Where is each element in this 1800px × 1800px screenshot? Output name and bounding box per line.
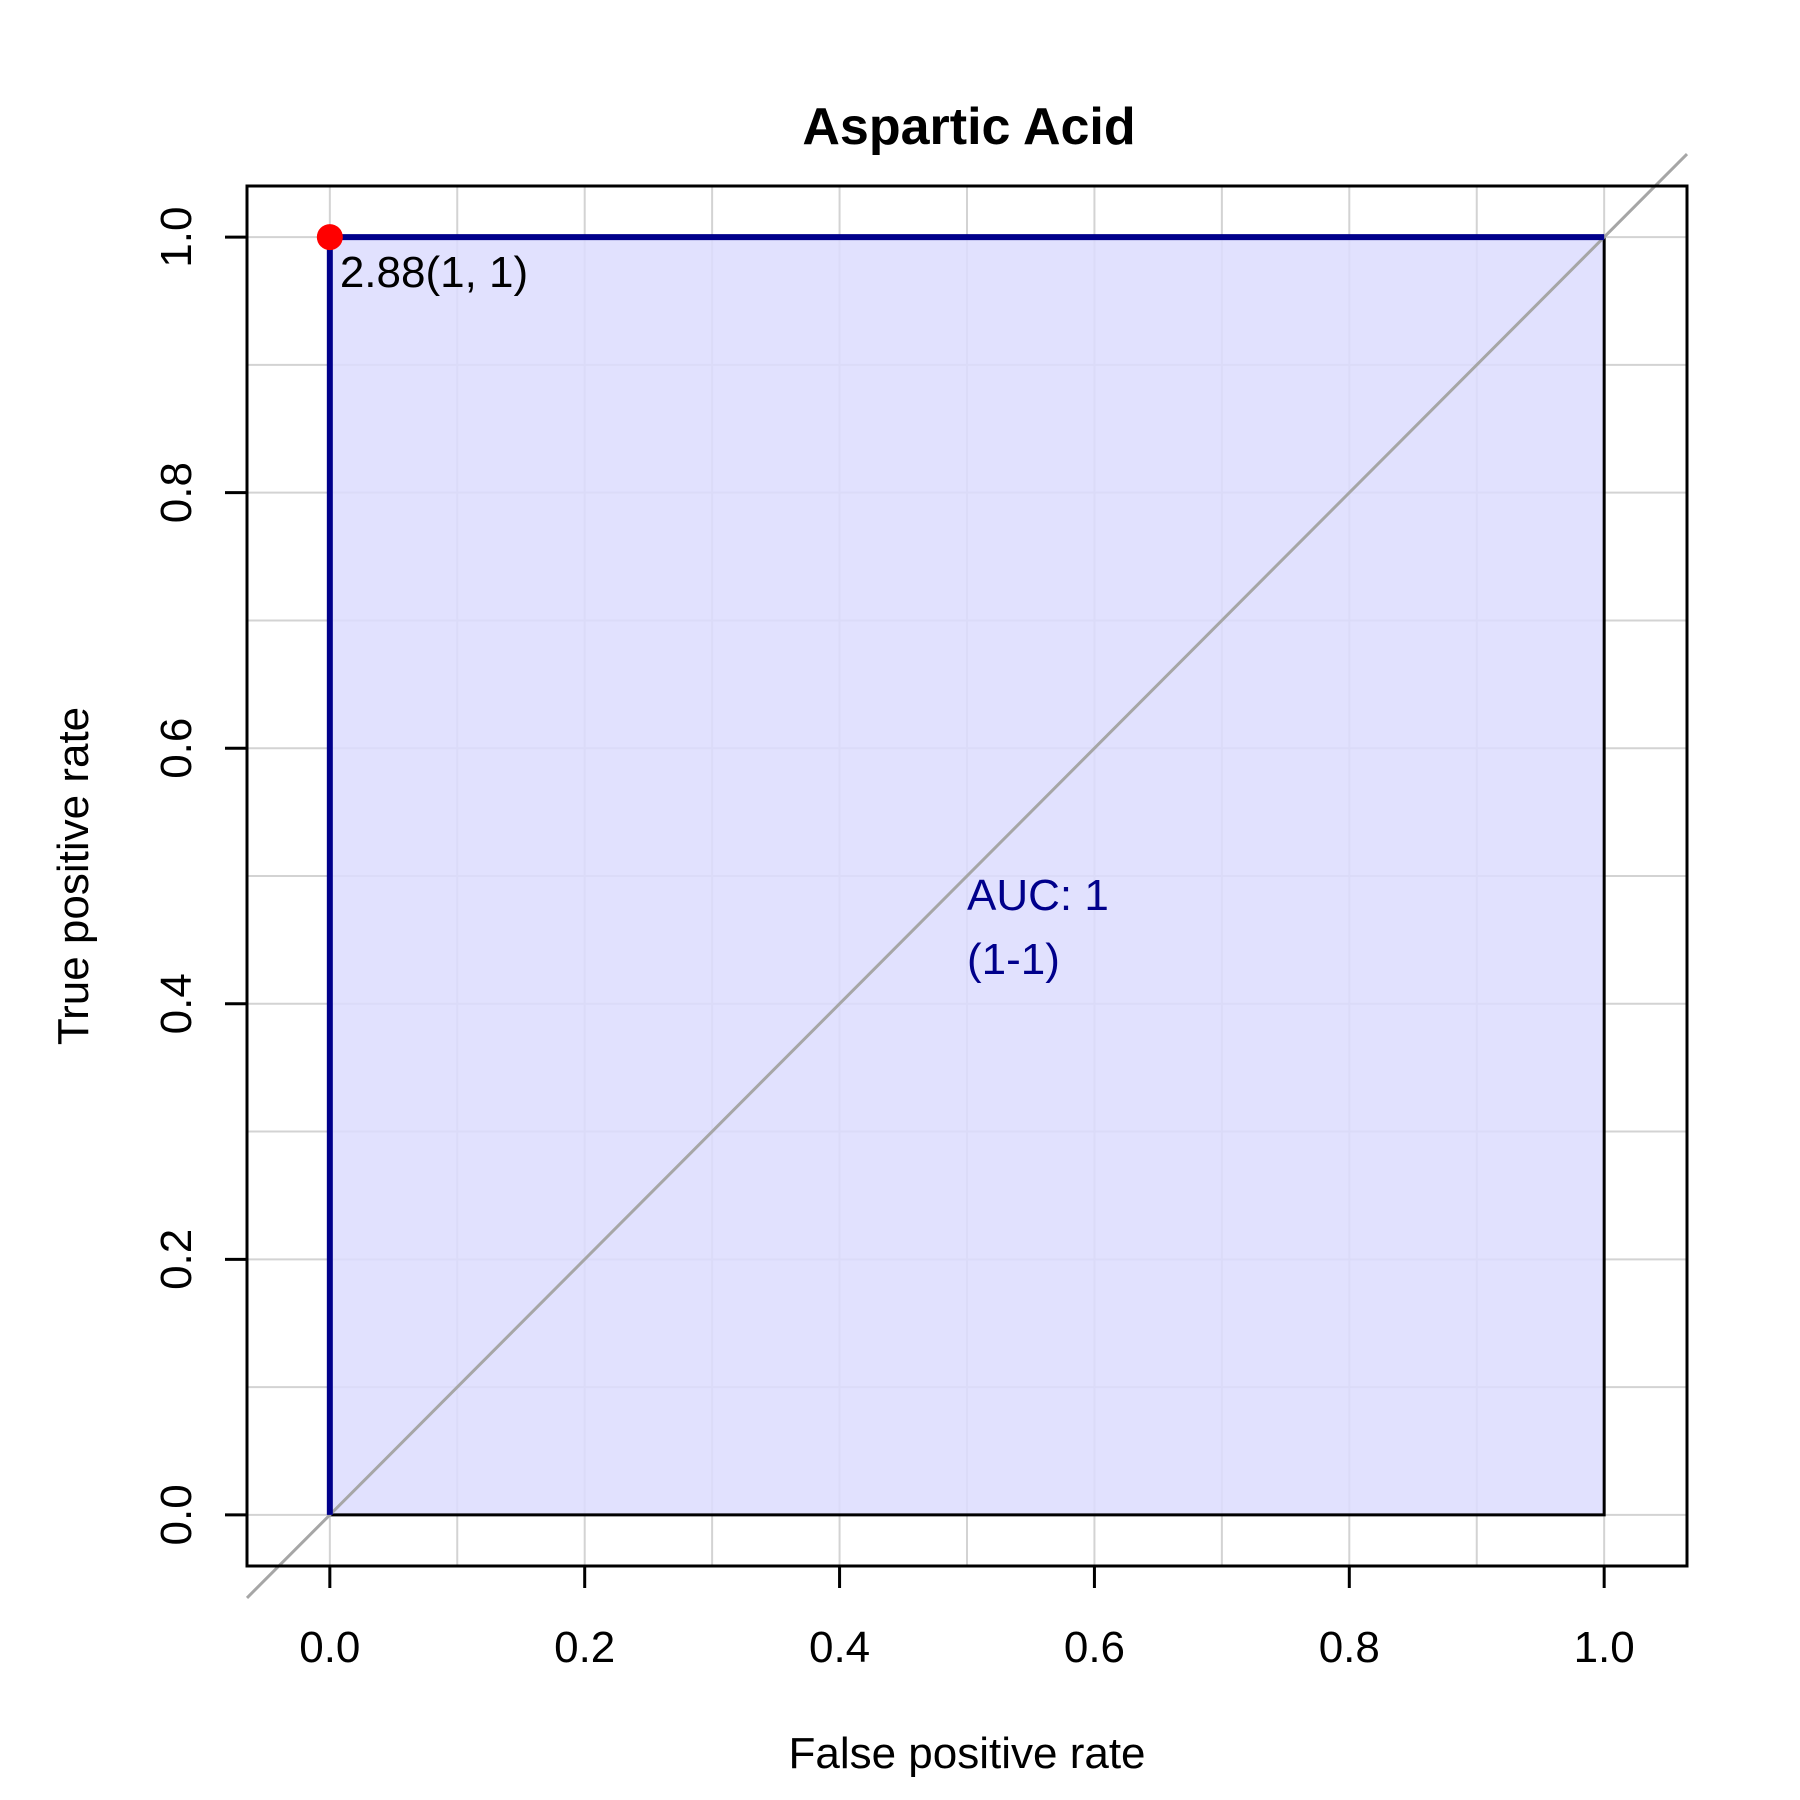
auc-ci-text: (1-1) — [967, 935, 1060, 984]
reference-diagonal-line — [245, 152, 1689, 1600]
threshold-point — [316, 224, 343, 251]
x-tick-label: 0.4 — [809, 1623, 870, 1672]
chart-title: Aspartic Acid — [802, 98, 1135, 156]
y-axis-ticks: 0.0 0.2 0.4 0.6 0.8 1.0 — [152, 207, 247, 1545]
threshold-label: 2.88(1, 1) — [340, 248, 528, 297]
x-tick-label: 0.6 — [1064, 1623, 1125, 1672]
plot-frame — [245, 184, 1689, 1568]
x-tick-label: 0.2 — [554, 1623, 615, 1672]
y-tick-label: 0.6 — [152, 718, 201, 779]
x-tick-label: 0.8 — [1319, 1623, 1380, 1672]
x-tick-label: 0.0 — [299, 1623, 360, 1672]
x-axis-ticks: 0.0 0.2 0.4 0.6 0.8 1.0 — [299, 1566, 1635, 1672]
auc-value-text: AUC: 1 — [967, 871, 1109, 920]
y-tick-label: 1.0 — [152, 207, 201, 268]
y-axis-label: True positive rate — [49, 707, 98, 1045]
y-tick-label: 0.8 — [152, 462, 201, 523]
x-axis-label: False positive rate — [788, 1729, 1145, 1778]
y-tick-label: 0.2 — [152, 1229, 201, 1290]
x-tick-label: 1.0 — [1574, 1623, 1635, 1672]
y-tick-label: 0.0 — [152, 1484, 201, 1545]
y-tick-label: 0.4 — [152, 973, 201, 1034]
